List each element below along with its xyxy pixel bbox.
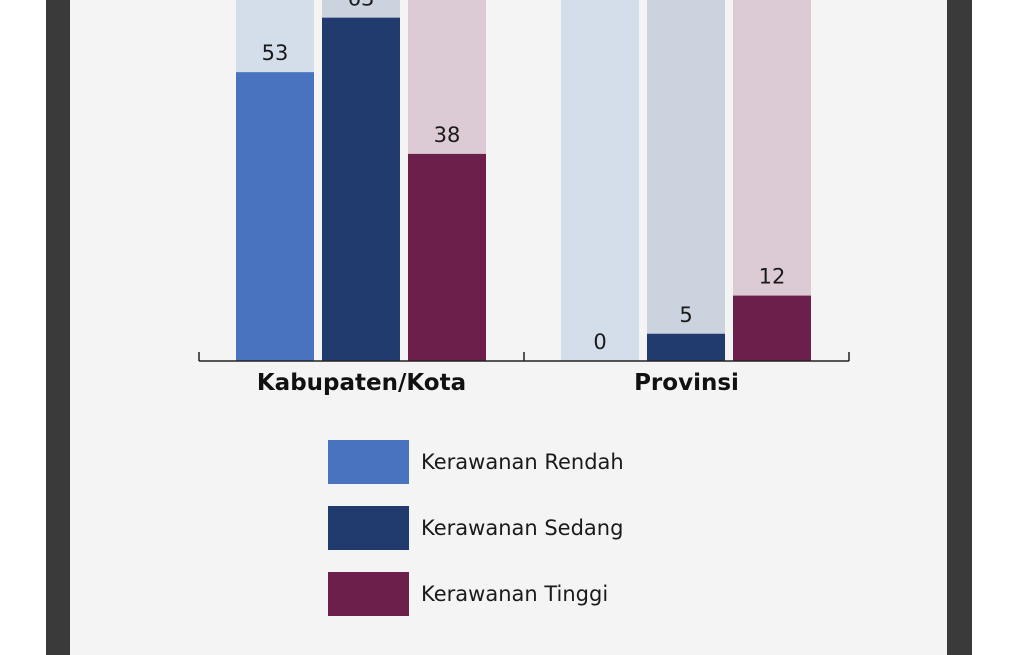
legend-item-sedang: Kerawanan Sedang	[328, 506, 624, 550]
legend-label-tinggi: Kerawanan Tinggi	[421, 582, 609, 606]
legend-swatch-tinggi	[328, 572, 409, 616]
data-label: 63	[348, 0, 375, 11]
x-tick-label: Provinsi	[634, 370, 739, 396]
data-label: 38	[434, 123, 461, 147]
data-label: 5	[679, 303, 692, 327]
legend-label-rendah: Kerawanan Rendah	[421, 450, 624, 474]
bar-background	[647, 0, 725, 361]
data-label: 12	[759, 265, 786, 289]
bar	[408, 153, 486, 361]
legend-item-tinggi: Kerawanan Tinggi	[328, 572, 624, 616]
legend: Kerawanan Rendah Kerawanan Sedang Kerawa…	[328, 440, 624, 638]
bar	[647, 333, 725, 361]
bar	[236, 72, 314, 362]
x-tick-label: Kabupaten/Kota	[257, 370, 466, 396]
data-label: 53	[262, 41, 289, 65]
legend-swatch-rendah	[328, 440, 409, 484]
legend-swatch-sedang	[328, 506, 409, 550]
data-label: 0	[593, 330, 606, 354]
legend-item-rendah: Kerawanan Rendah	[328, 440, 624, 484]
bar	[733, 295, 811, 361]
bar	[322, 17, 400, 362]
bar-background	[561, 0, 639, 361]
legend-label-sedang: Kerawanan Sedang	[421, 516, 624, 540]
